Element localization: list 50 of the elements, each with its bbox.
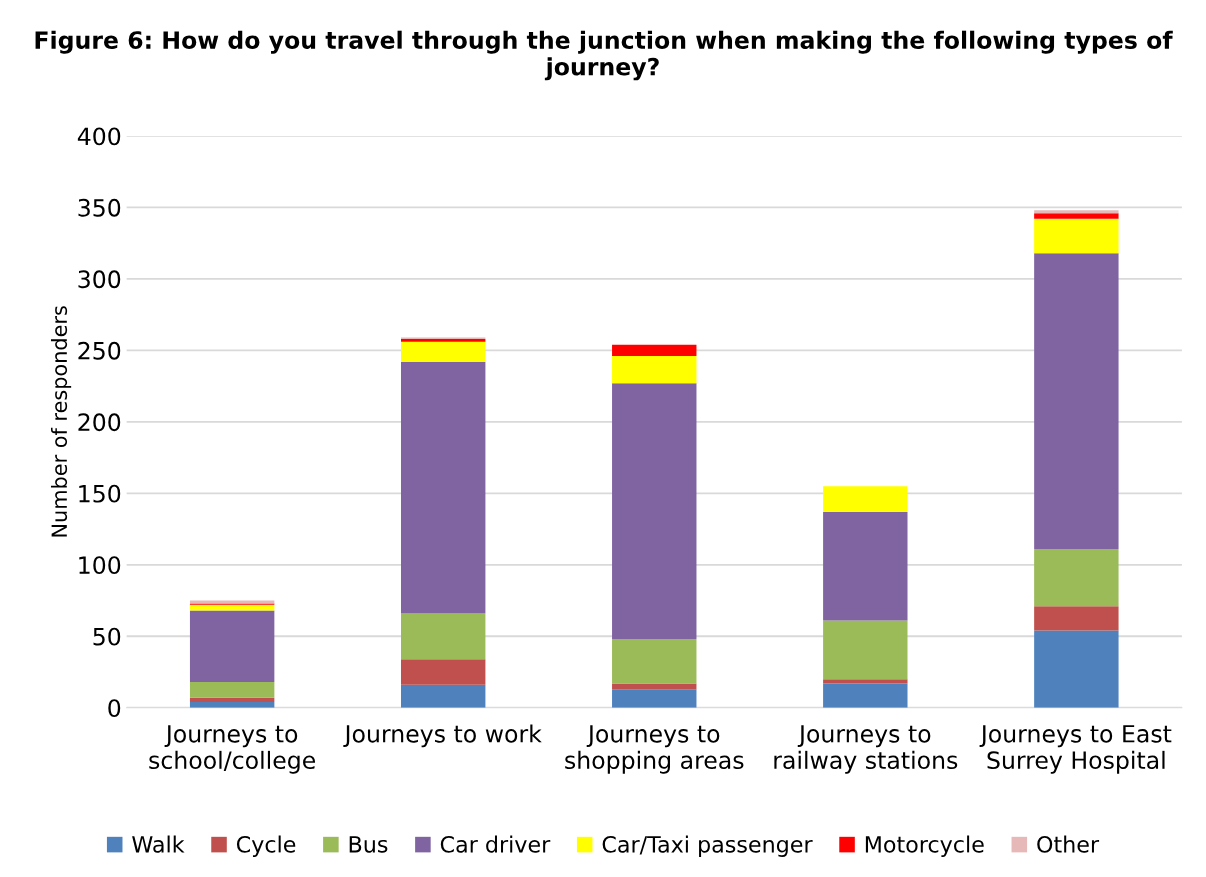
bar <box>189 697 275 703</box>
bar <box>823 679 908 684</box>
y-tick-label: 150 <box>79 484 121 503</box>
bar <box>1034 218 1119 254</box>
x-tick-label: Journeys to shopping areas <box>565 725 744 774</box>
y-tick-label: 250 <box>78 341 121 360</box>
bar <box>1034 549 1119 607</box>
legend-label: Cycle <box>236 835 296 857</box>
legend-label: Bus <box>349 836 388 853</box>
y-tick-label: 200 <box>78 413 121 432</box>
bar <box>189 610 275 683</box>
bar <box>189 604 275 611</box>
bar <box>1034 253 1119 550</box>
x-tick-label: Journeys to work <box>343 724 542 748</box>
x-tick-label: Journeys to school/college <box>149 725 316 774</box>
bar <box>612 383 697 640</box>
bar <box>612 683 697 690</box>
bar <box>1034 213 1119 219</box>
bar <box>1034 210 1119 214</box>
y-tick-label: 50 <box>93 627 121 646</box>
y-tick-label: 0 <box>108 699 121 718</box>
chart-title: Figure 6: How do you travel through the junction when making the following types of journey? <box>35 30 1173 81</box>
y-tick-label: 100 <box>79 556 121 575</box>
bar <box>612 639 697 684</box>
bar <box>400 361 486 614</box>
bar <box>612 689 697 708</box>
bar <box>823 486 908 512</box>
bar <box>823 620 908 680</box>
y-tick-label: 350 <box>78 198 121 217</box>
bar <box>1034 606 1119 631</box>
legend-label: Car driver <box>440 835 551 853</box>
bar <box>400 684 486 708</box>
bar <box>400 659 486 685</box>
bar <box>823 683 908 708</box>
x-tick-label: Journeys to East Surrey Hospital <box>979 725 1172 774</box>
y-tick-label: 400 <box>77 127 121 146</box>
bar <box>612 344 697 357</box>
legend-label: Walk <box>132 835 185 853</box>
legend-label: Car/Taxi passenger <box>602 835 813 857</box>
legend-label: Other <box>1037 835 1100 853</box>
bar <box>189 682 275 698</box>
bar <box>1034 630 1119 708</box>
bar <box>400 341 486 362</box>
y-axis-title: Number of responders <box>50 306 72 537</box>
x-tick-label: Journeys to railway stations <box>774 725 958 774</box>
bar <box>612 356 697 384</box>
y-tick-label: 300 <box>78 270 121 289</box>
bar <box>823 511 908 621</box>
legend-label: Motorcycle <box>865 835 984 857</box>
bar <box>400 613 486 660</box>
